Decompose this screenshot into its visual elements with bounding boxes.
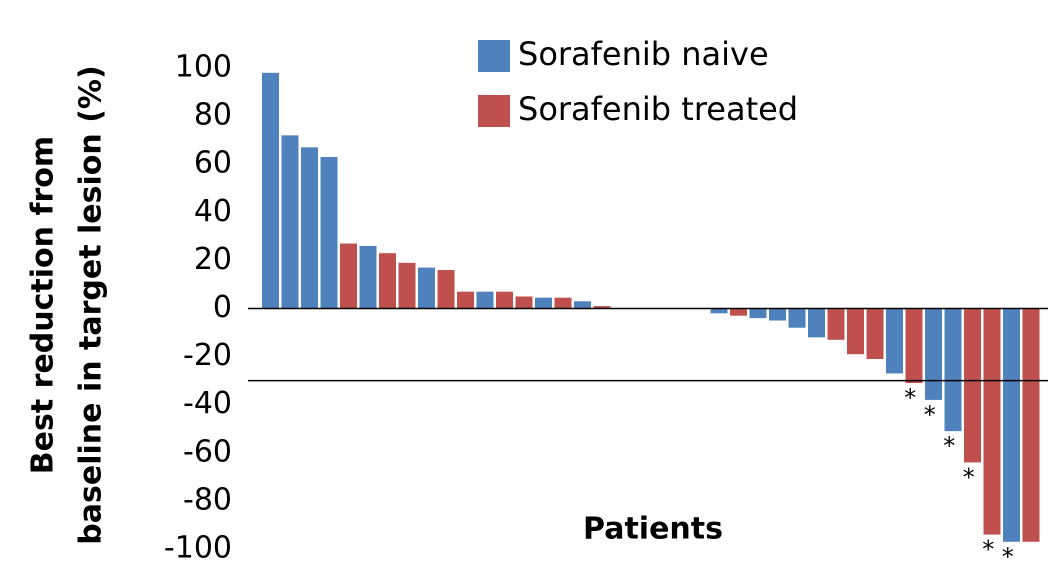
bar: [886, 308, 903, 374]
bar: [749, 308, 767, 319]
bar: [944, 308, 962, 432]
bar: [847, 308, 864, 355]
bar: [1003, 308, 1020, 542]
bar: [398, 262, 416, 309]
bar: [769, 308, 786, 321]
annotation: *: [982, 536, 994, 564]
y-tick-label: -80: [183, 482, 232, 517]
annotation: *: [924, 401, 936, 429]
y-tick-label: 0: [213, 290, 232, 325]
legend-swatch: [478, 40, 510, 72]
legend-label: Sorafenib naive: [518, 35, 769, 73]
y-tick-label: -60: [183, 434, 232, 469]
bar: [457, 291, 474, 309]
y-label: Best reduction from: [26, 136, 61, 474]
bar: [788, 308, 806, 328]
bar: [730, 308, 747, 316]
bar: [418, 267, 435, 309]
bar: [320, 156, 338, 309]
annotation: *: [943, 432, 955, 460]
bar: [905, 308, 923, 384]
bar: [964, 308, 981, 463]
bar: [554, 297, 572, 309]
annotation: *: [963, 463, 975, 491]
bar: [359, 245, 377, 309]
legend-swatch: [478, 95, 510, 127]
bar: [262, 72, 279, 309]
bar: [983, 308, 1001, 535]
y-tick-label: 100: [175, 50, 232, 85]
bar: [574, 301, 591, 309]
bar: [476, 291, 494, 309]
bar: [925, 308, 942, 400]
y-tick-label: 60: [194, 146, 232, 181]
bar: [593, 306, 611, 309]
bar: [710, 308, 728, 314]
y-tick-label: 80: [194, 98, 232, 133]
bar: [281, 135, 299, 309]
bar: [866, 308, 884, 360]
bar: [496, 291, 513, 309]
y-tick-label: 20: [194, 242, 232, 277]
bar: [437, 270, 455, 309]
bar: [515, 296, 533, 309]
bar: [827, 308, 845, 340]
bar: [379, 253, 396, 309]
y-tick-label: -40: [183, 386, 232, 421]
y-label-line: baseline in target lesion (%): [74, 65, 109, 544]
annotation: *: [1002, 543, 1014, 567]
bar: [301, 147, 318, 309]
bar: [1022, 308, 1040, 542]
y-label-line: Best reduction from: [26, 136, 61, 474]
y-tick-label: 40: [194, 194, 232, 229]
y-tick-label: -20: [183, 338, 232, 373]
bar: [535, 297, 552, 309]
y-label: baseline in target lesion (%): [74, 65, 109, 544]
bar: [340, 243, 357, 309]
legend-label: Sorafenib treated: [518, 90, 798, 128]
bar: [808, 308, 825, 338]
x-label: Patients: [583, 512, 723, 547]
y-tick-label: -100: [164, 531, 232, 566]
annotation: *: [904, 384, 916, 412]
